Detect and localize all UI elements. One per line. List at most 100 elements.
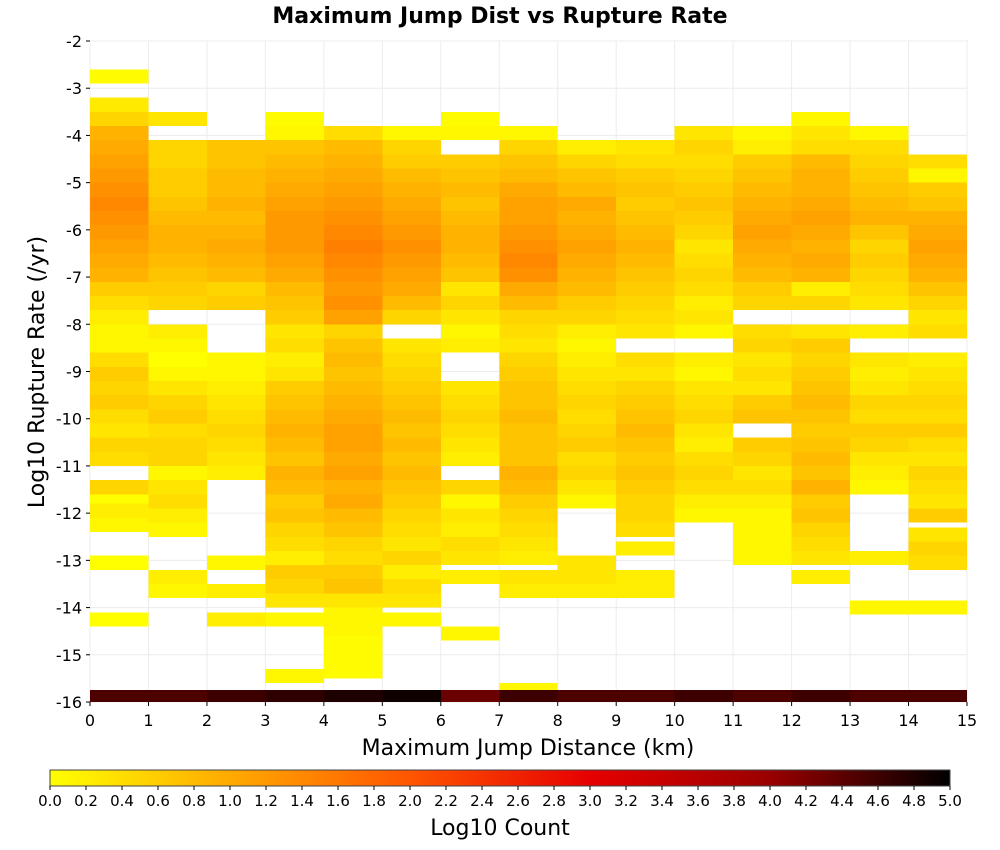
heatmap-cell (90, 503, 149, 518)
heatmap-cell (440, 210, 500, 226)
colorbar-tick-label: 0.0 (38, 792, 62, 810)
y-tick-label: -14 (56, 599, 82, 618)
colorbar-tick-label: 4.2 (794, 792, 818, 810)
heatmap-cell (850, 267, 909, 282)
heatmap-cell (850, 210, 909, 226)
heatmap-cell (616, 437, 675, 452)
heatmap-cell (440, 295, 500, 311)
heatmap-cell (265, 281, 324, 296)
heatmap-cell (382, 465, 441, 481)
heatmap-cell (616, 541, 675, 556)
heatmap-cell (90, 395, 149, 410)
heatmap-cell (791, 267, 851, 282)
heatmap-cell (791, 423, 851, 438)
heatmap-cell (557, 210, 617, 226)
heatmap-cell (206, 612, 266, 627)
heatmap-cell (382, 480, 441, 495)
heatmap-cell (148, 253, 207, 268)
heatmap-cell (265, 310, 324, 325)
heatmap-cell (557, 338, 617, 353)
heatmap-cell (148, 480, 207, 495)
heatmap-cell (265, 593, 324, 608)
heatmap-cell (148, 494, 207, 509)
heatmap-cell (440, 225, 500, 240)
heatmap-cell (323, 281, 383, 296)
heatmap-cell (148, 465, 207, 481)
heatmap-cell (499, 295, 558, 311)
heatmap-cell (616, 366, 675, 381)
heatmap-cell (206, 154, 266, 169)
heatmap-cell (323, 579, 383, 594)
heatmap-cell (850, 295, 909, 311)
heatmap-cell (90, 480, 149, 495)
heatmap-cell (616, 324, 675, 339)
heatmap-cell (90, 555, 149, 570)
heatmap-cell (148, 182, 207, 197)
heatmap-cell (323, 650, 383, 665)
heatmap-cell (265, 210, 324, 226)
heatmap-cell (791, 154, 851, 169)
heatmap-cell (733, 409, 792, 424)
colorbar-tick-label: 2.0 (398, 792, 422, 810)
heatmap-cell (90, 140, 149, 155)
heatmap-cell (557, 182, 617, 197)
heatmap-cell (440, 154, 500, 169)
heatmap-cell (557, 295, 617, 311)
heatmap-cell (323, 508, 383, 523)
heatmap-cell (265, 409, 324, 424)
y-tick-label: -7 (66, 268, 82, 287)
heatmap-cell (674, 225, 734, 240)
heatmap-cell (206, 423, 266, 438)
heatmap-cell (557, 494, 617, 509)
heatmap-cell (323, 635, 383, 651)
heatmap-cell (674, 140, 734, 155)
heatmap-cell (791, 352, 851, 367)
heatmap-cell (148, 437, 207, 452)
heatmap-cell (850, 380, 909, 396)
heatmap-cell (148, 380, 207, 396)
heatmap-cell (148, 168, 207, 183)
heatmap-cell (674, 210, 734, 226)
heatmap-cell (323, 295, 383, 311)
heatmap-cell (382, 366, 441, 381)
heatmap-cell (206, 253, 266, 268)
y-tick-label: -13 (56, 551, 82, 570)
heatmap-cell (616, 154, 675, 169)
heatmap-cell (382, 437, 441, 452)
heatmap-cell (440, 423, 500, 438)
heatmap-cell (148, 225, 207, 240)
heatmap-cell (265, 536, 324, 551)
y-tick-label: -9 (66, 363, 82, 382)
heatmap-cell (616, 140, 675, 155)
heatmap-cell (265, 423, 324, 438)
heatmap-cell (382, 210, 441, 226)
heatmap-cell (440, 267, 500, 282)
heatmap-cell (791, 168, 851, 183)
heatmap-cell (908, 295, 967, 311)
heatmap-cell (206, 451, 266, 466)
heatmap-cell (323, 664, 383, 679)
heatmap-cell (674, 253, 734, 268)
heatmap-cell (148, 267, 207, 282)
heatmap-cell (499, 310, 558, 325)
heatmap-cell (557, 451, 617, 466)
heatmap-cell (557, 409, 617, 424)
heatmap-cell (148, 508, 207, 523)
y-tick-label: -8 (66, 315, 82, 334)
heatmap-cell (148, 569, 207, 584)
heatmap-cell (90, 423, 149, 438)
heatmap-cell (791, 690, 851, 702)
x-tick-label: 8 (553, 711, 563, 730)
heatmap-cell (616, 310, 675, 325)
heatmap-cell (440, 281, 500, 296)
heatmap-cell (557, 395, 617, 410)
heatmap-cell (850, 690, 909, 702)
heatmap-cell (90, 295, 149, 311)
heatmap-cell (733, 168, 792, 183)
heatmap-cell (733, 494, 792, 509)
heatmap-cell (791, 550, 851, 566)
heatmap-cell (674, 182, 734, 197)
heatmap-cell (265, 565, 324, 580)
heatmap-cell (557, 423, 617, 438)
heatmap-cell (908, 508, 967, 523)
